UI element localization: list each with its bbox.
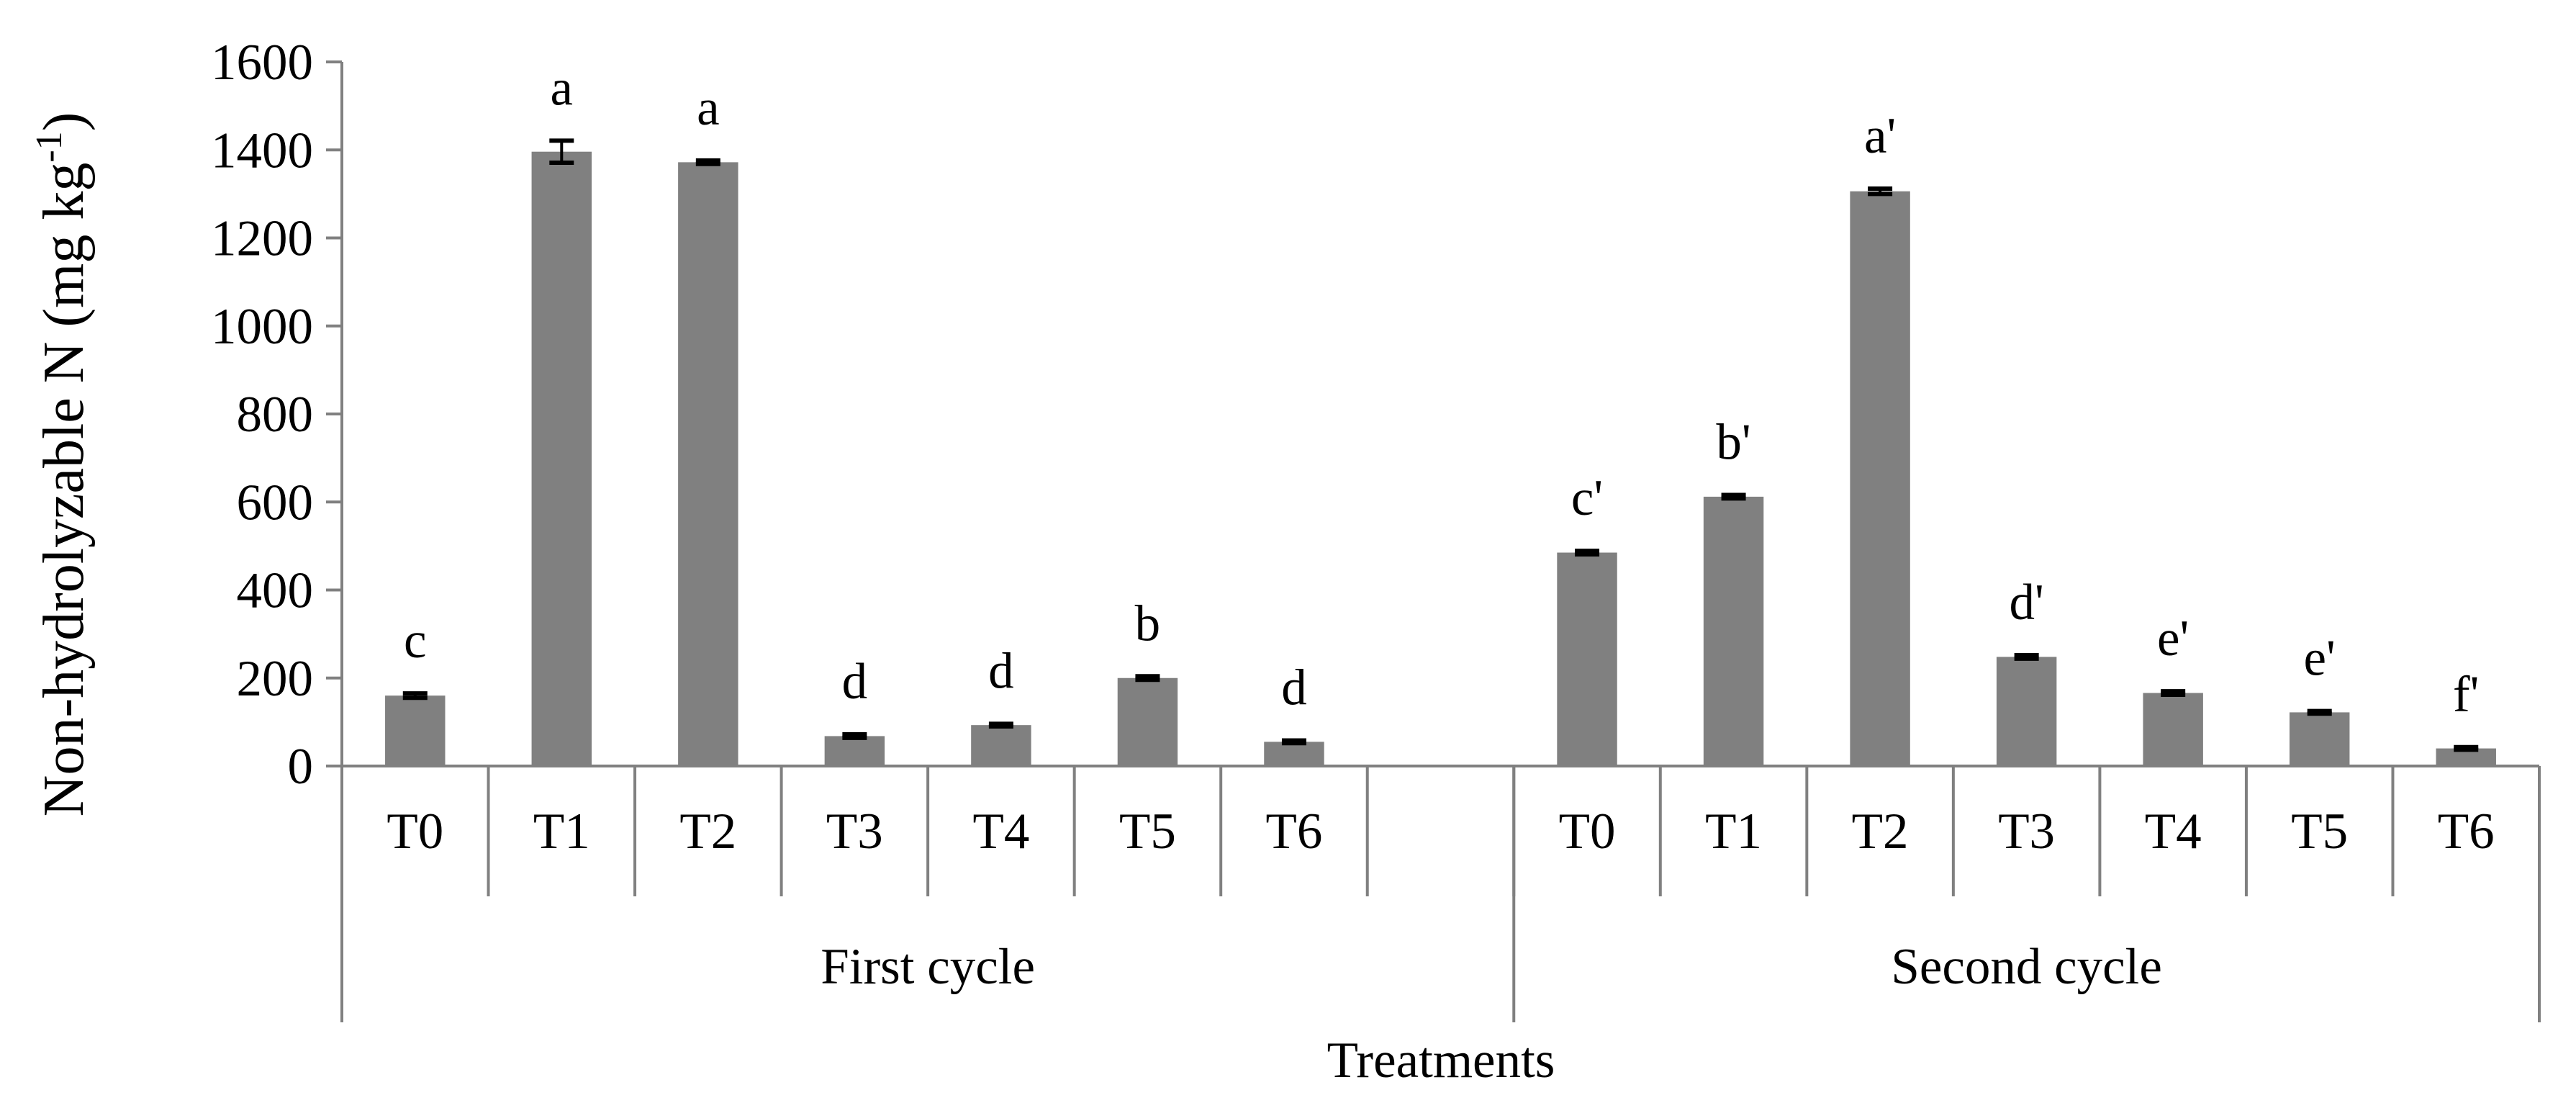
significance-label: a' (1864, 108, 1896, 164)
group-label-group: First cycle Second cycle (340, 766, 2541, 1022)
significance-label: f' (2453, 667, 2479, 723)
category-label: T2 (679, 803, 736, 860)
significance-label: a (551, 60, 574, 116)
y-axis-label-close: ) (32, 112, 96, 132)
category-label: T5 (1119, 803, 1176, 860)
group-label: First cycle (821, 939, 1035, 995)
significance-label: c' (1571, 470, 1603, 526)
bar (971, 725, 1031, 766)
y-tick-label: 600 (237, 474, 314, 531)
significance-label: d (842, 654, 868, 710)
significance-label: c (404, 613, 427, 669)
category-label: T1 (1705, 803, 1762, 860)
bar (531, 151, 592, 766)
significance-label: d' (2009, 575, 2043, 631)
bar (2289, 712, 2350, 766)
category-label: T4 (972, 803, 1029, 860)
bar (2143, 693, 2203, 766)
y-tick-label: 400 (237, 563, 314, 619)
y-axis-label-main: Non-hydrolyzable N (mg kg (32, 163, 96, 817)
category-group: T0 T1 T2 T3 T4 T5 T6 T0 T1 T2 T3 T4 T5 T6 (387, 766, 2495, 896)
y-tick-label: 1200 (211, 211, 313, 267)
bar (824, 736, 885, 766)
y-tick-label: 200 (237, 651, 314, 707)
bar (1264, 742, 1324, 766)
significance-label: d (988, 643, 1014, 699)
significance-label: d (1281, 660, 1307, 716)
y-tick-label: 1000 (211, 299, 313, 355)
bar (678, 162, 738, 767)
bar (1850, 191, 1910, 766)
y-axis-label-superscript: -1 (29, 131, 70, 162)
x-axis-label: Treatments (1327, 1032, 1555, 1089)
bar (1557, 552, 1617, 766)
category-label: T1 (533, 803, 590, 860)
category-label: T4 (2145, 803, 2202, 860)
category-label: T6 (1266, 803, 1323, 860)
significance-label: b' (1716, 414, 1750, 470)
significance-label: e' (2157, 611, 2189, 667)
y-tick-label: 800 (237, 387, 314, 443)
category-label: T0 (1559, 803, 1616, 860)
y-axis-label: Non-hydrolyzable N (mg kg-1) (29, 112, 96, 817)
y-tick-label: 1400 (211, 122, 313, 179)
y-tick-label: 1600 (211, 35, 313, 91)
significance-label: a (697, 80, 720, 136)
bar (1117, 677, 1178, 766)
category-label: T3 (1998, 803, 2055, 860)
bars-group: c a a d d b d c' b' a' d' e' e' f' (385, 60, 2496, 767)
bar (1996, 657, 2057, 766)
y-tick-group: 0 200 400 600 800 1000 1200 1400 1600 (211, 35, 342, 795)
significance-label: b (1135, 595, 1161, 652)
bar (1703, 496, 1764, 766)
y-tick-label: 0 (288, 739, 314, 795)
group-label: Second cycle (1891, 939, 2162, 995)
category-label: T6 (2438, 803, 2495, 860)
category-label: T2 (1852, 803, 1909, 860)
category-label: T5 (2291, 803, 2348, 860)
significance-label: e' (2304, 631, 2336, 687)
category-label: T3 (826, 803, 883, 860)
category-label: T0 (387, 803, 443, 860)
bar (385, 695, 446, 766)
